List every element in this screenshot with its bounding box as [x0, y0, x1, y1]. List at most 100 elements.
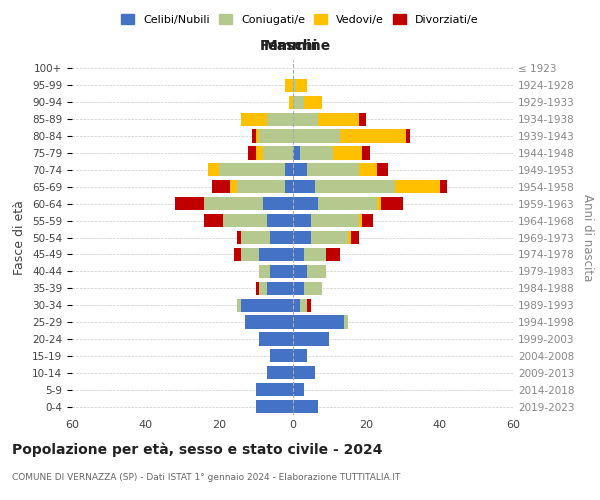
Bar [256, 130, 259, 142]
Bar [293, 264, 307, 278]
Bar [362, 214, 373, 227]
Bar [293, 282, 304, 295]
Bar [219, 164, 285, 176]
Bar [267, 282, 293, 295]
Bar [311, 231, 347, 244]
Bar [256, 282, 259, 295]
Bar [307, 298, 311, 312]
Bar [238, 231, 241, 244]
Bar [293, 112, 318, 126]
Bar [293, 214, 311, 227]
Bar [234, 248, 241, 261]
Bar [293, 332, 329, 345]
Bar [293, 248, 304, 261]
Bar [204, 214, 223, 227]
Bar [307, 264, 326, 278]
Bar [377, 164, 388, 176]
Bar [267, 112, 293, 126]
Bar [304, 282, 322, 295]
Bar [318, 197, 377, 210]
Bar [326, 248, 340, 261]
Bar [259, 264, 271, 278]
Bar [293, 130, 340, 142]
Bar [300, 298, 307, 312]
Bar [271, 349, 293, 362]
Bar [259, 248, 293, 261]
Bar [395, 180, 439, 194]
Legend: Celibi/Nubili, Coniugati/e, Vedovi/e, Divorziati/e: Celibi/Nubili, Coniugati/e, Vedovi/e, Di… [118, 10, 482, 28]
Bar [208, 164, 219, 176]
Bar [230, 180, 238, 194]
Bar [340, 130, 406, 142]
Bar [381, 197, 403, 210]
Bar [256, 400, 293, 413]
Bar [212, 180, 230, 194]
Bar [293, 349, 307, 362]
Y-axis label: Fasce di età: Fasce di età [13, 200, 26, 275]
Bar [175, 197, 204, 210]
Bar [362, 146, 370, 160]
Text: Femmine: Femmine [260, 39, 331, 53]
Bar [293, 164, 307, 176]
Bar [304, 248, 326, 261]
Bar [256, 146, 263, 160]
Bar [267, 366, 293, 380]
Bar [289, 96, 293, 109]
Bar [241, 298, 293, 312]
Text: Maschi: Maschi [263, 39, 318, 53]
Bar [241, 248, 259, 261]
Bar [263, 146, 293, 160]
Bar [241, 112, 267, 126]
Bar [293, 298, 300, 312]
Bar [293, 366, 314, 380]
Bar [259, 282, 267, 295]
Bar [248, 146, 256, 160]
Bar [271, 231, 293, 244]
Bar [347, 231, 352, 244]
Y-axis label: Anni di nascita: Anni di nascita [581, 194, 594, 281]
Bar [300, 146, 333, 160]
Bar [238, 298, 241, 312]
Bar [293, 197, 318, 210]
Bar [359, 164, 377, 176]
Bar [259, 130, 293, 142]
Bar [352, 231, 359, 244]
Bar [318, 112, 359, 126]
Bar [406, 130, 410, 142]
Text: Popolazione per età, sesso e stato civile - 2024: Popolazione per età, sesso e stato civil… [12, 442, 383, 457]
Bar [293, 180, 314, 194]
Bar [307, 164, 359, 176]
Bar [245, 316, 293, 328]
Bar [344, 316, 347, 328]
Bar [296, 79, 307, 92]
Bar [293, 316, 344, 328]
Bar [359, 112, 366, 126]
Bar [256, 383, 293, 396]
Bar [204, 197, 263, 210]
Bar [311, 214, 359, 227]
Bar [359, 214, 362, 227]
Bar [241, 231, 271, 244]
Bar [267, 214, 293, 227]
Bar [293, 400, 318, 413]
Bar [223, 214, 267, 227]
Bar [439, 180, 447, 194]
Bar [285, 164, 293, 176]
Bar [252, 130, 256, 142]
Bar [293, 231, 311, 244]
Bar [263, 197, 293, 210]
Bar [259, 332, 293, 345]
Bar [304, 96, 322, 109]
Bar [293, 96, 304, 109]
Bar [377, 197, 381, 210]
Bar [238, 180, 285, 194]
Bar [285, 180, 293, 194]
Bar [293, 383, 304, 396]
Text: COMUNE DI VERNAZZA (SP) - Dati ISTAT 1° gennaio 2024 - Elaborazione TUTTITALIA.I: COMUNE DI VERNAZZA (SP) - Dati ISTAT 1° … [12, 472, 400, 482]
Bar [293, 79, 296, 92]
Bar [293, 146, 300, 160]
Bar [333, 146, 362, 160]
Bar [285, 79, 293, 92]
Bar [314, 180, 395, 194]
Bar [271, 264, 293, 278]
